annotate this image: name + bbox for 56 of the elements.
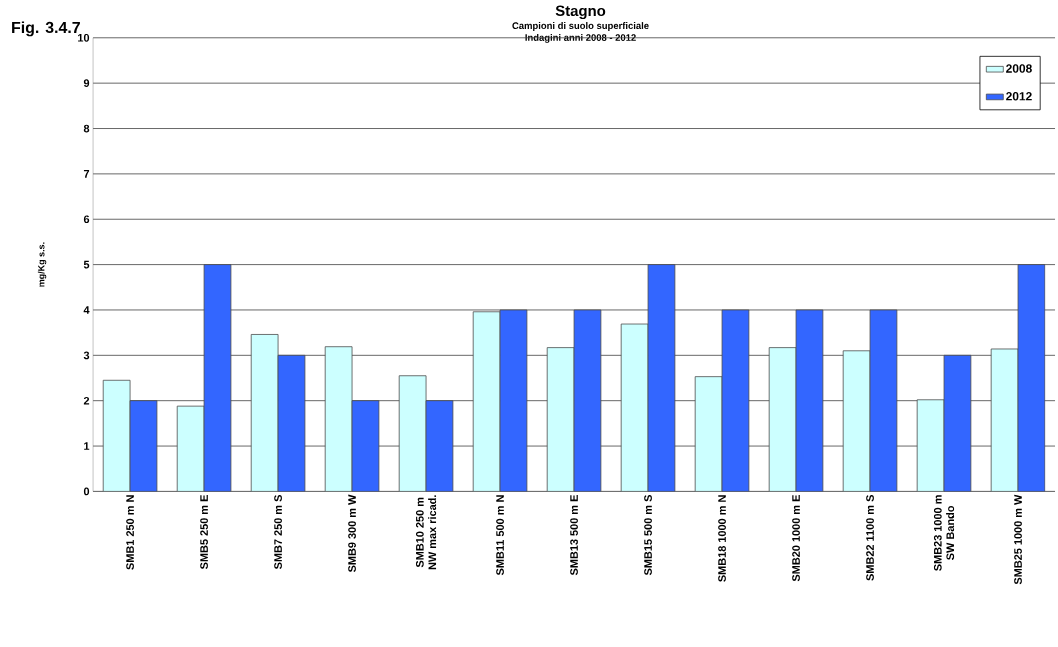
bar — [647, 264, 676, 492]
bar — [990, 348, 1019, 492]
bar — [176, 405, 205, 492]
bar — [694, 376, 723, 492]
x-tick-label: SMB18 1000 m N — [718, 495, 726, 583]
y-tick-label: 6 — [83, 215, 90, 224]
bar — [129, 400, 158, 492]
x-tick-label: SMB15 500 m S — [644, 495, 652, 576]
x-tick-label: SMB13 500 m E — [570, 495, 578, 576]
x-tick-label: SMB20 1000 m E — [792, 495, 800, 582]
bar — [795, 309, 824, 492]
x-tick-label: SMB22 1100 m S — [866, 495, 874, 581]
y-tick-label: 0 — [83, 487, 90, 496]
x-tick-label: SMB7 250 m S — [274, 495, 282, 570]
x-tick-label: SMB10 250 m NW max ricad. — [415, 495, 437, 570]
bar — [398, 375, 427, 492]
chart-title: Stagno — [555, 5, 606, 20]
bar — [351, 400, 380, 492]
bar — [842, 350, 871, 492]
y-tick-label: 8 — [83, 124, 90, 133]
x-tick-label: SMB1 250 m N — [126, 495, 134, 570]
bar — [277, 355, 306, 492]
y-tick-label: 7 — [83, 170, 90, 178]
y-tick-label: 2 — [83, 397, 90, 405]
bar — [425, 400, 454, 492]
x-tick-label: SMB5 250 m E — [200, 495, 208, 570]
y-tick-label: 9 — [83, 79, 90, 88]
bar — [768, 347, 797, 492]
bar — [499, 309, 528, 492]
bar — [203, 264, 232, 492]
y-tick-label: 10 — [78, 34, 90, 42]
bar — [916, 399, 945, 492]
y-tick-label: 5 — [83, 260, 90, 269]
legend-label: 2012 — [1006, 92, 1032, 101]
x-tick-label: SMB23 1000 m SW Bando — [933, 495, 955, 572]
y-tick-label: 3 — [83, 351, 90, 360]
bar — [1017, 264, 1046, 492]
x-tick-label: SMB11 500 m N — [496, 495, 504, 576]
y-tick-label: 4 — [83, 306, 90, 314]
bar — [573, 309, 602, 492]
bar — [869, 309, 898, 492]
bar — [250, 334, 279, 492]
bar — [620, 323, 649, 492]
bar — [721, 309, 750, 492]
bar — [546, 347, 575, 492]
bar — [472, 311, 501, 492]
y-axis-title: mg/Kg s.s. — [37, 242, 47, 287]
caption: Fig. 3.4.7 — [12, 21, 80, 37]
bar — [102, 380, 131, 492]
y-tick-label: 1 — [84, 442, 90, 451]
bar — [943, 355, 972, 492]
chart-subtitle: Campioni di suolo superficiale Indagini anni 2008 - 2012 — [512, 22, 649, 44]
x-tick-label: SMB25 1000 m W — [1014, 494, 1022, 585]
bar — [324, 346, 353, 492]
legend-label: 2008 — [1006, 64, 1032, 73]
x-tick-label: SMB9 300 m W — [348, 494, 356, 573]
